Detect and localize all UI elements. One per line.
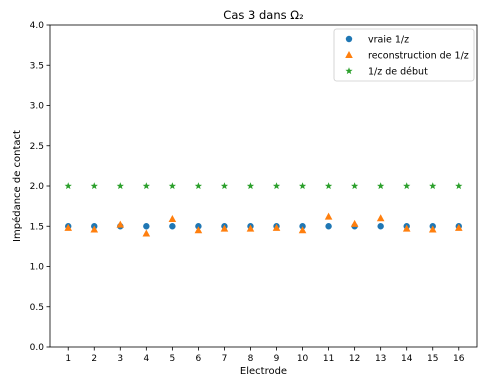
y-tick-label: 4.0	[30, 21, 45, 31]
data-point	[169, 223, 176, 230]
data-point	[116, 182, 124, 190]
y-tick-label: 2.5	[30, 142, 44, 152]
x-tick-label: 12	[349, 354, 360, 364]
series-3	[64, 182, 463, 190]
legend-box	[333, 28, 475, 82]
x-tick-label: 14	[401, 354, 413, 364]
legend-label: 1/z de début	[368, 67, 428, 78]
data-point	[220, 182, 229, 190]
data-point	[455, 182, 463, 190]
series-1	[65, 223, 462, 230]
y-axis-label: Impédance de contact	[11, 130, 23, 242]
data-point	[168, 182, 176, 190]
x-tick-label: 16	[453, 354, 465, 364]
data-point	[298, 182, 307, 190]
data-point	[402, 224, 411, 232]
series-2	[64, 212, 463, 237]
x-tick-label: 11	[323, 354, 334, 364]
x-tick-label: 13	[375, 354, 386, 364]
data-point	[142, 182, 150, 190]
data-point	[325, 223, 332, 230]
x-tick-label: 9	[274, 354, 280, 364]
data-point	[116, 220, 125, 228]
data-point	[220, 224, 229, 232]
data-point	[272, 182, 281, 190]
data-point	[377, 182, 385, 190]
data-point	[90, 225, 99, 233]
data-point	[454, 223, 463, 231]
legend-marker	[345, 51, 353, 58]
data-point	[403, 182, 411, 190]
x-axis: 1 2 3 4 5 6 7 8 9 10 11 12 13 14 15 16	[65, 347, 465, 364]
x-axis-label: Electrode	[240, 366, 287, 377]
x-tick-label: 6	[196, 354, 202, 364]
y-tick-label: 0.0	[30, 343, 45, 353]
y-tick-label: 1.0	[30, 263, 45, 273]
data-point	[324, 212, 333, 220]
data-point	[377, 223, 384, 230]
data-point	[298, 226, 307, 234]
data-point	[246, 224, 255, 232]
x-tick-label: 4	[143, 354, 149, 364]
data-point	[168, 215, 177, 223]
data-point	[299, 223, 306, 230]
data-point	[143, 223, 150, 230]
data-point	[376, 214, 385, 222]
y-tick-label: 3.5	[30, 61, 44, 71]
data-point	[142, 229, 151, 237]
chart-title: Cas 3 dans Ω₂	[223, 8, 303, 22]
data-point	[428, 225, 437, 233]
data-point	[351, 182, 359, 190]
data-point	[350, 219, 359, 227]
y-tick-label: 3.0	[30, 102, 45, 112]
legend-marker	[345, 67, 353, 75]
x-tick-label: 8	[248, 354, 254, 364]
data-points	[64, 182, 463, 237]
data-point	[272, 223, 281, 231]
y-tick-label: 0.5	[30, 303, 44, 313]
data-point	[90, 182, 98, 190]
x-tick-label: 2	[91, 354, 97, 364]
data-point	[194, 182, 203, 190]
x-tick-label: 15	[427, 354, 438, 364]
data-point	[194, 226, 203, 234]
data-point	[429, 182, 437, 190]
x-tick-label: 5	[170, 354, 176, 364]
data-point	[246, 182, 255, 190]
legend-label: reconstruction de 1/z	[368, 51, 469, 62]
data-point	[324, 182, 333, 190]
legend: vraie 1/z reconstruction de 1/z 1/z de déb…	[333, 28, 475, 82]
x-tick-label: 10	[297, 354, 309, 364]
data-point	[195, 223, 202, 230]
data-point	[64, 182, 72, 190]
y-tick-label: 1.5	[30, 222, 44, 232]
x-tick-label: 3	[117, 354, 123, 364]
legend-marker	[345, 35, 353, 43]
data-point	[64, 223, 73, 231]
x-tick-label: 1	[65, 354, 71, 364]
y-axis: 0.0 0.5 1.0 1.5 2.0 2.5 3.0 3.5 4.0	[30, 21, 50, 353]
y-tick-label: 2.0	[30, 182, 45, 192]
legend-label: vraie 1/z	[368, 35, 409, 46]
x-tick-label: 7	[222, 354, 228, 364]
